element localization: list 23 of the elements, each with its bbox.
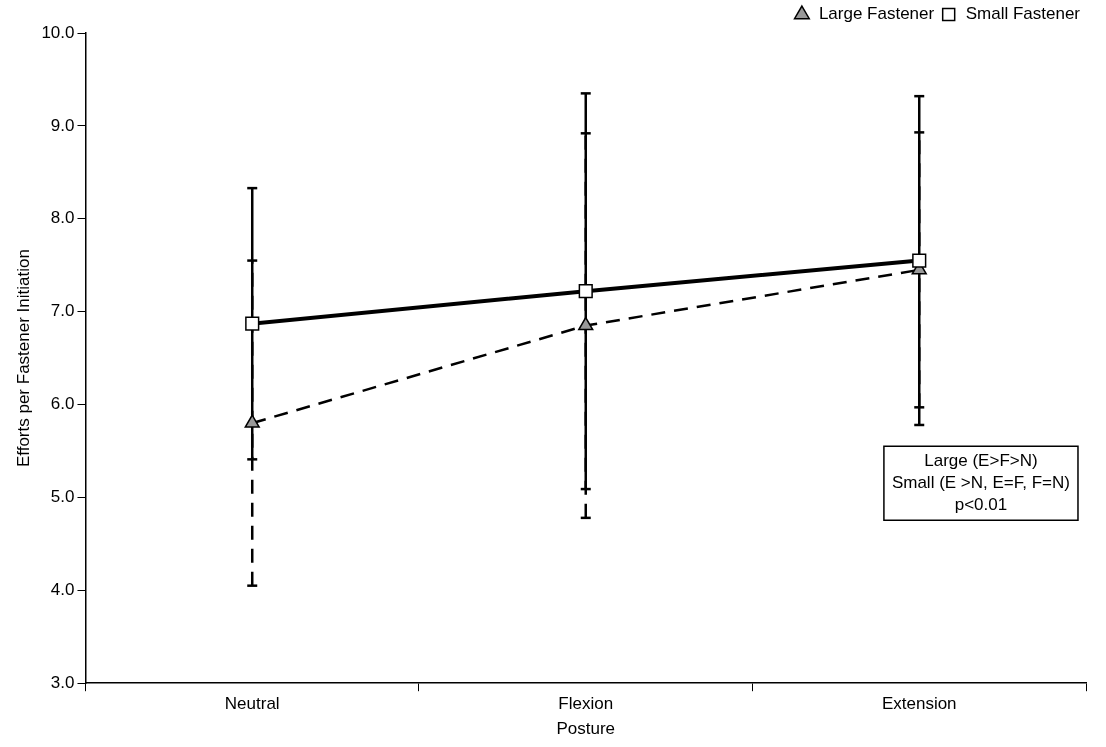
x-tick-label: Extension bbox=[881, 694, 957, 714]
y-axis-title: Efforts per Fastener Initiation bbox=[13, 249, 33, 468]
y-tick-label: 9.0 bbox=[50, 115, 75, 135]
x-tick-label: Flexion bbox=[558, 694, 614, 714]
point bbox=[578, 284, 593, 299]
point bbox=[912, 253, 927, 268]
annotation: p<0.01 bbox=[954, 495, 1008, 515]
y-tick-label: 5.0 bbox=[50, 487, 75, 507]
point bbox=[244, 414, 260, 428]
y-tick-label: 7.0 bbox=[50, 301, 75, 321]
y-tick-label: 8.0 bbox=[50, 208, 75, 228]
x-axis-title: Posture bbox=[556, 719, 616, 739]
point bbox=[578, 316, 594, 331]
y-tick-label: 6.0 bbox=[50, 394, 75, 414]
y-tick-label: 4.0 bbox=[50, 580, 75, 599]
point bbox=[245, 316, 260, 331]
y-tick-label: 10.0 bbox=[41, 22, 75, 42]
legend-label: Small Fastener bbox=[965, 4, 1081, 24]
y-tick-label: 3.0 bbox=[50, 672, 75, 692]
annotation: Small (E >N, E=F, F=N) bbox=[891, 473, 1070, 493]
x-tick-label: Neutral bbox=[224, 694, 280, 714]
annotation: Large (E>F>N) bbox=[924, 451, 1038, 471]
legend-label: Large Fastener bbox=[818, 4, 935, 24]
